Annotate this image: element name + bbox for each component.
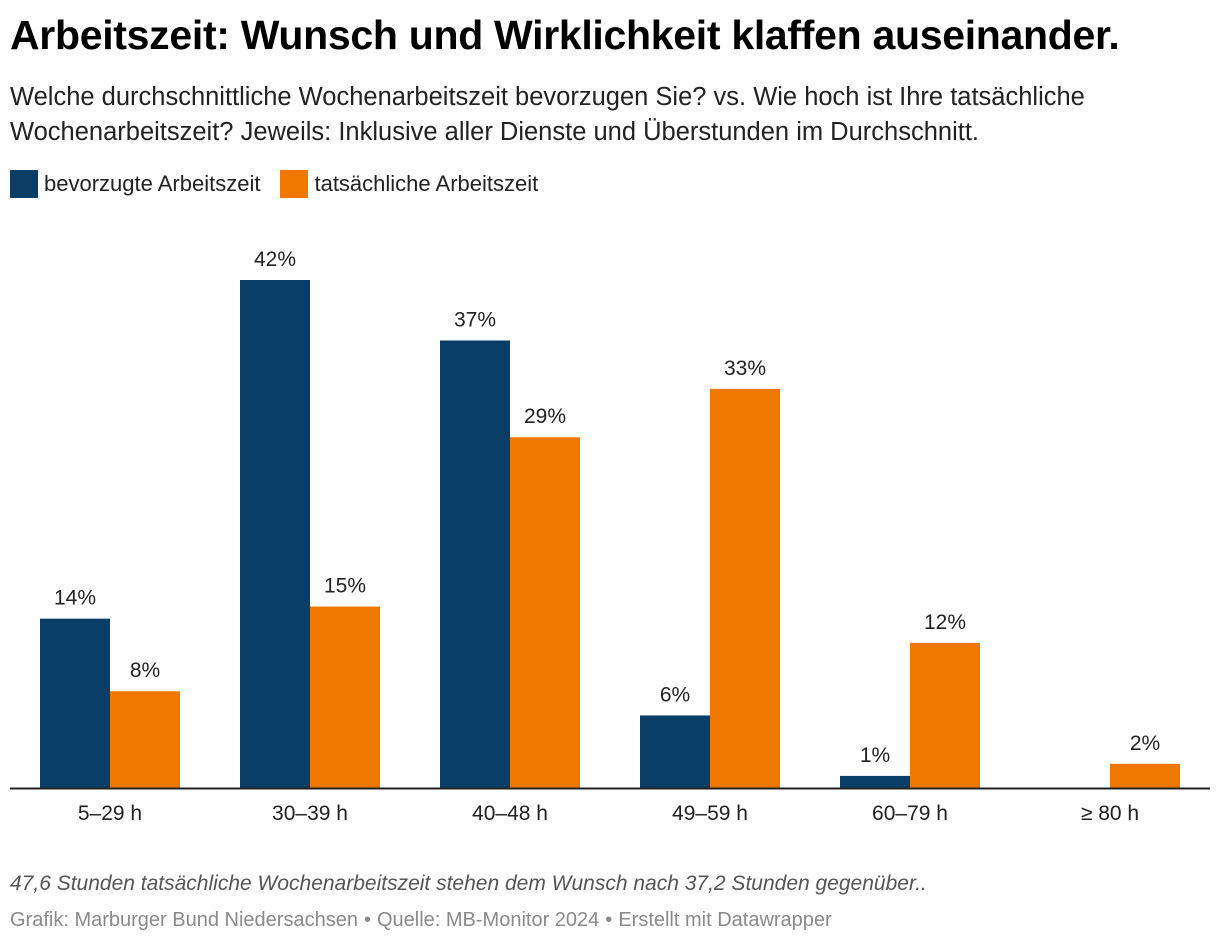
bar-preferred bbox=[240, 280, 310, 788]
data-label: 15% bbox=[324, 575, 366, 598]
bar-preferred bbox=[640, 715, 710, 788]
source-quelle: Quelle: MB-Monitor 2024 bbox=[376, 909, 600, 931]
data-label: 2% bbox=[1130, 732, 1160, 755]
chart-note: 47,6 Stunden tatsächliche Wochenarbeitsz… bbox=[10, 872, 927, 895]
source-separator: • bbox=[363, 909, 371, 931]
bar-preferred bbox=[440, 340, 510, 788]
x-tick-label: 30–39 h bbox=[272, 802, 348, 825]
legend-swatch-preferred bbox=[10, 170, 38, 198]
x-tick-label: 60–79 h bbox=[872, 802, 948, 825]
bar-chart: 14% 8% 5–29 h 42% 15% 30–39 h 37% 29% 40–48 h 6% 3… bbox=[10, 248, 1210, 825]
data-label: 37% bbox=[454, 308, 496, 331]
legend: bevorzugte Arbeitszeit tatsächliche Arbe… bbox=[10, 170, 558, 198]
x-tick-label: 40–48 h bbox=[472, 802, 548, 825]
source-grafik: Grafik: Marburger Bund Niedersachsen bbox=[10, 909, 358, 931]
source-tool: Erstellt mit Datawrapper bbox=[618, 909, 832, 931]
bar-actual bbox=[910, 642, 980, 788]
data-label: 6% bbox=[660, 683, 690, 706]
legend-label-preferred: bevorzugte Arbeitszeit bbox=[44, 171, 261, 196]
legend-label-actual: tatsächliche Arbeitszeit bbox=[314, 171, 539, 196]
chart-title: Arbeitszeit: Wunsch und Wirklichkeit kla… bbox=[10, 12, 1120, 58]
source-line: Grafik: Marburger Bund Niedersachsen • Que… bbox=[10, 909, 832, 932]
bar-preferred bbox=[40, 618, 110, 788]
legend-item-preferred: bevorzugte Arbeitszeit bbox=[10, 170, 260, 198]
data-label: 8% bbox=[130, 659, 160, 682]
bar-actual bbox=[1110, 763, 1180, 788]
chart-subtitle: Welche durchschnittliche Wochenarbeitsze… bbox=[10, 83, 1085, 146]
data-label: 12% bbox=[924, 611, 966, 634]
data-label: 29% bbox=[524, 405, 566, 428]
data-label: 14% bbox=[54, 587, 96, 610]
legend-item-actual: tatsächliche Arbeitszeit bbox=[280, 170, 538, 198]
bar-preferred bbox=[840, 775, 910, 788]
bar-actual bbox=[310, 606, 380, 788]
data-label: 42% bbox=[254, 248, 296, 271]
data-label: 1% bbox=[860, 744, 890, 767]
legend-swatch-actual bbox=[280, 170, 309, 198]
x-tick-label: ≥ 80 h bbox=[1081, 802, 1139, 825]
bar-actual bbox=[710, 388, 780, 788]
data-label: 33% bbox=[724, 357, 766, 380]
source-separator: • bbox=[605, 909, 613, 931]
x-tick-label: 49–59 h bbox=[672, 802, 748, 825]
bar-actual bbox=[110, 691, 180, 788]
x-tick-label: 5–29 h bbox=[78, 802, 142, 825]
bar-actual bbox=[510, 437, 580, 788]
